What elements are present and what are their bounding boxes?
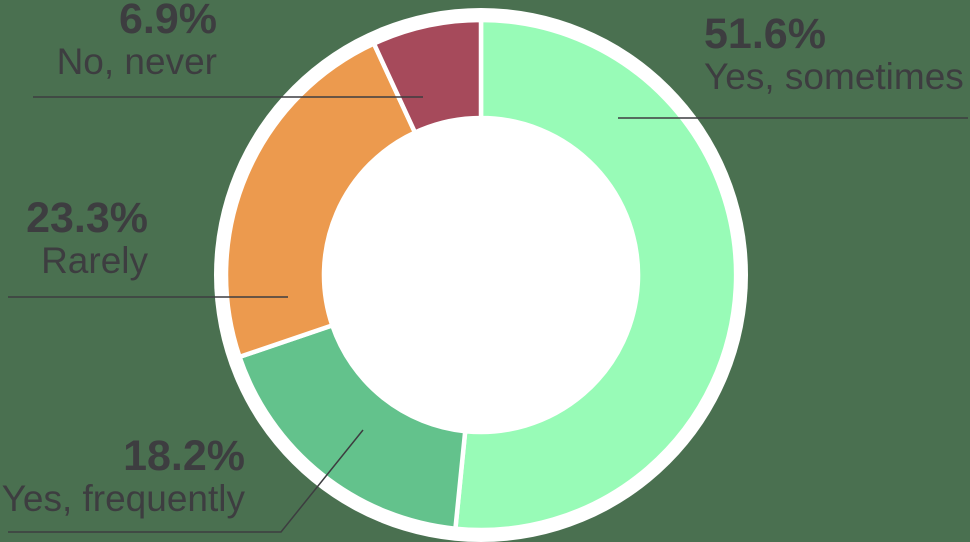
leader-line-yes-frequently (8, 429, 364, 533)
category-label-no-never: No, never (56, 41, 217, 82)
callout-rarely: 23.3% Rarely (26, 195, 148, 280)
callout-no-never: 6.9% No, never (57, 0, 217, 81)
category-label-rarely: Rarely (41, 240, 148, 281)
slice-rarely (223, 40, 418, 360)
slice-yes-sometimes (452, 17, 739, 533)
category-label-yes-sometimes: Yes, sometimes (704, 56, 964, 97)
callout-yes-frequently: 18.2% Yes, frequently (2, 433, 245, 518)
slice-no-never (370, 17, 484, 136)
value-label-yes-frequently: 18.2% (123, 432, 245, 480)
value-label-yes-sometimes: 51.6% (704, 10, 826, 58)
category-label-yes-frequently: Yes, frequently (1, 478, 245, 519)
callout-yes-sometimes: 51.6% Yes, sometimes (704, 11, 964, 96)
value-label-rarely: 23.3% (26, 194, 148, 242)
value-label-no-never: 6.9% (118, 0, 217, 43)
